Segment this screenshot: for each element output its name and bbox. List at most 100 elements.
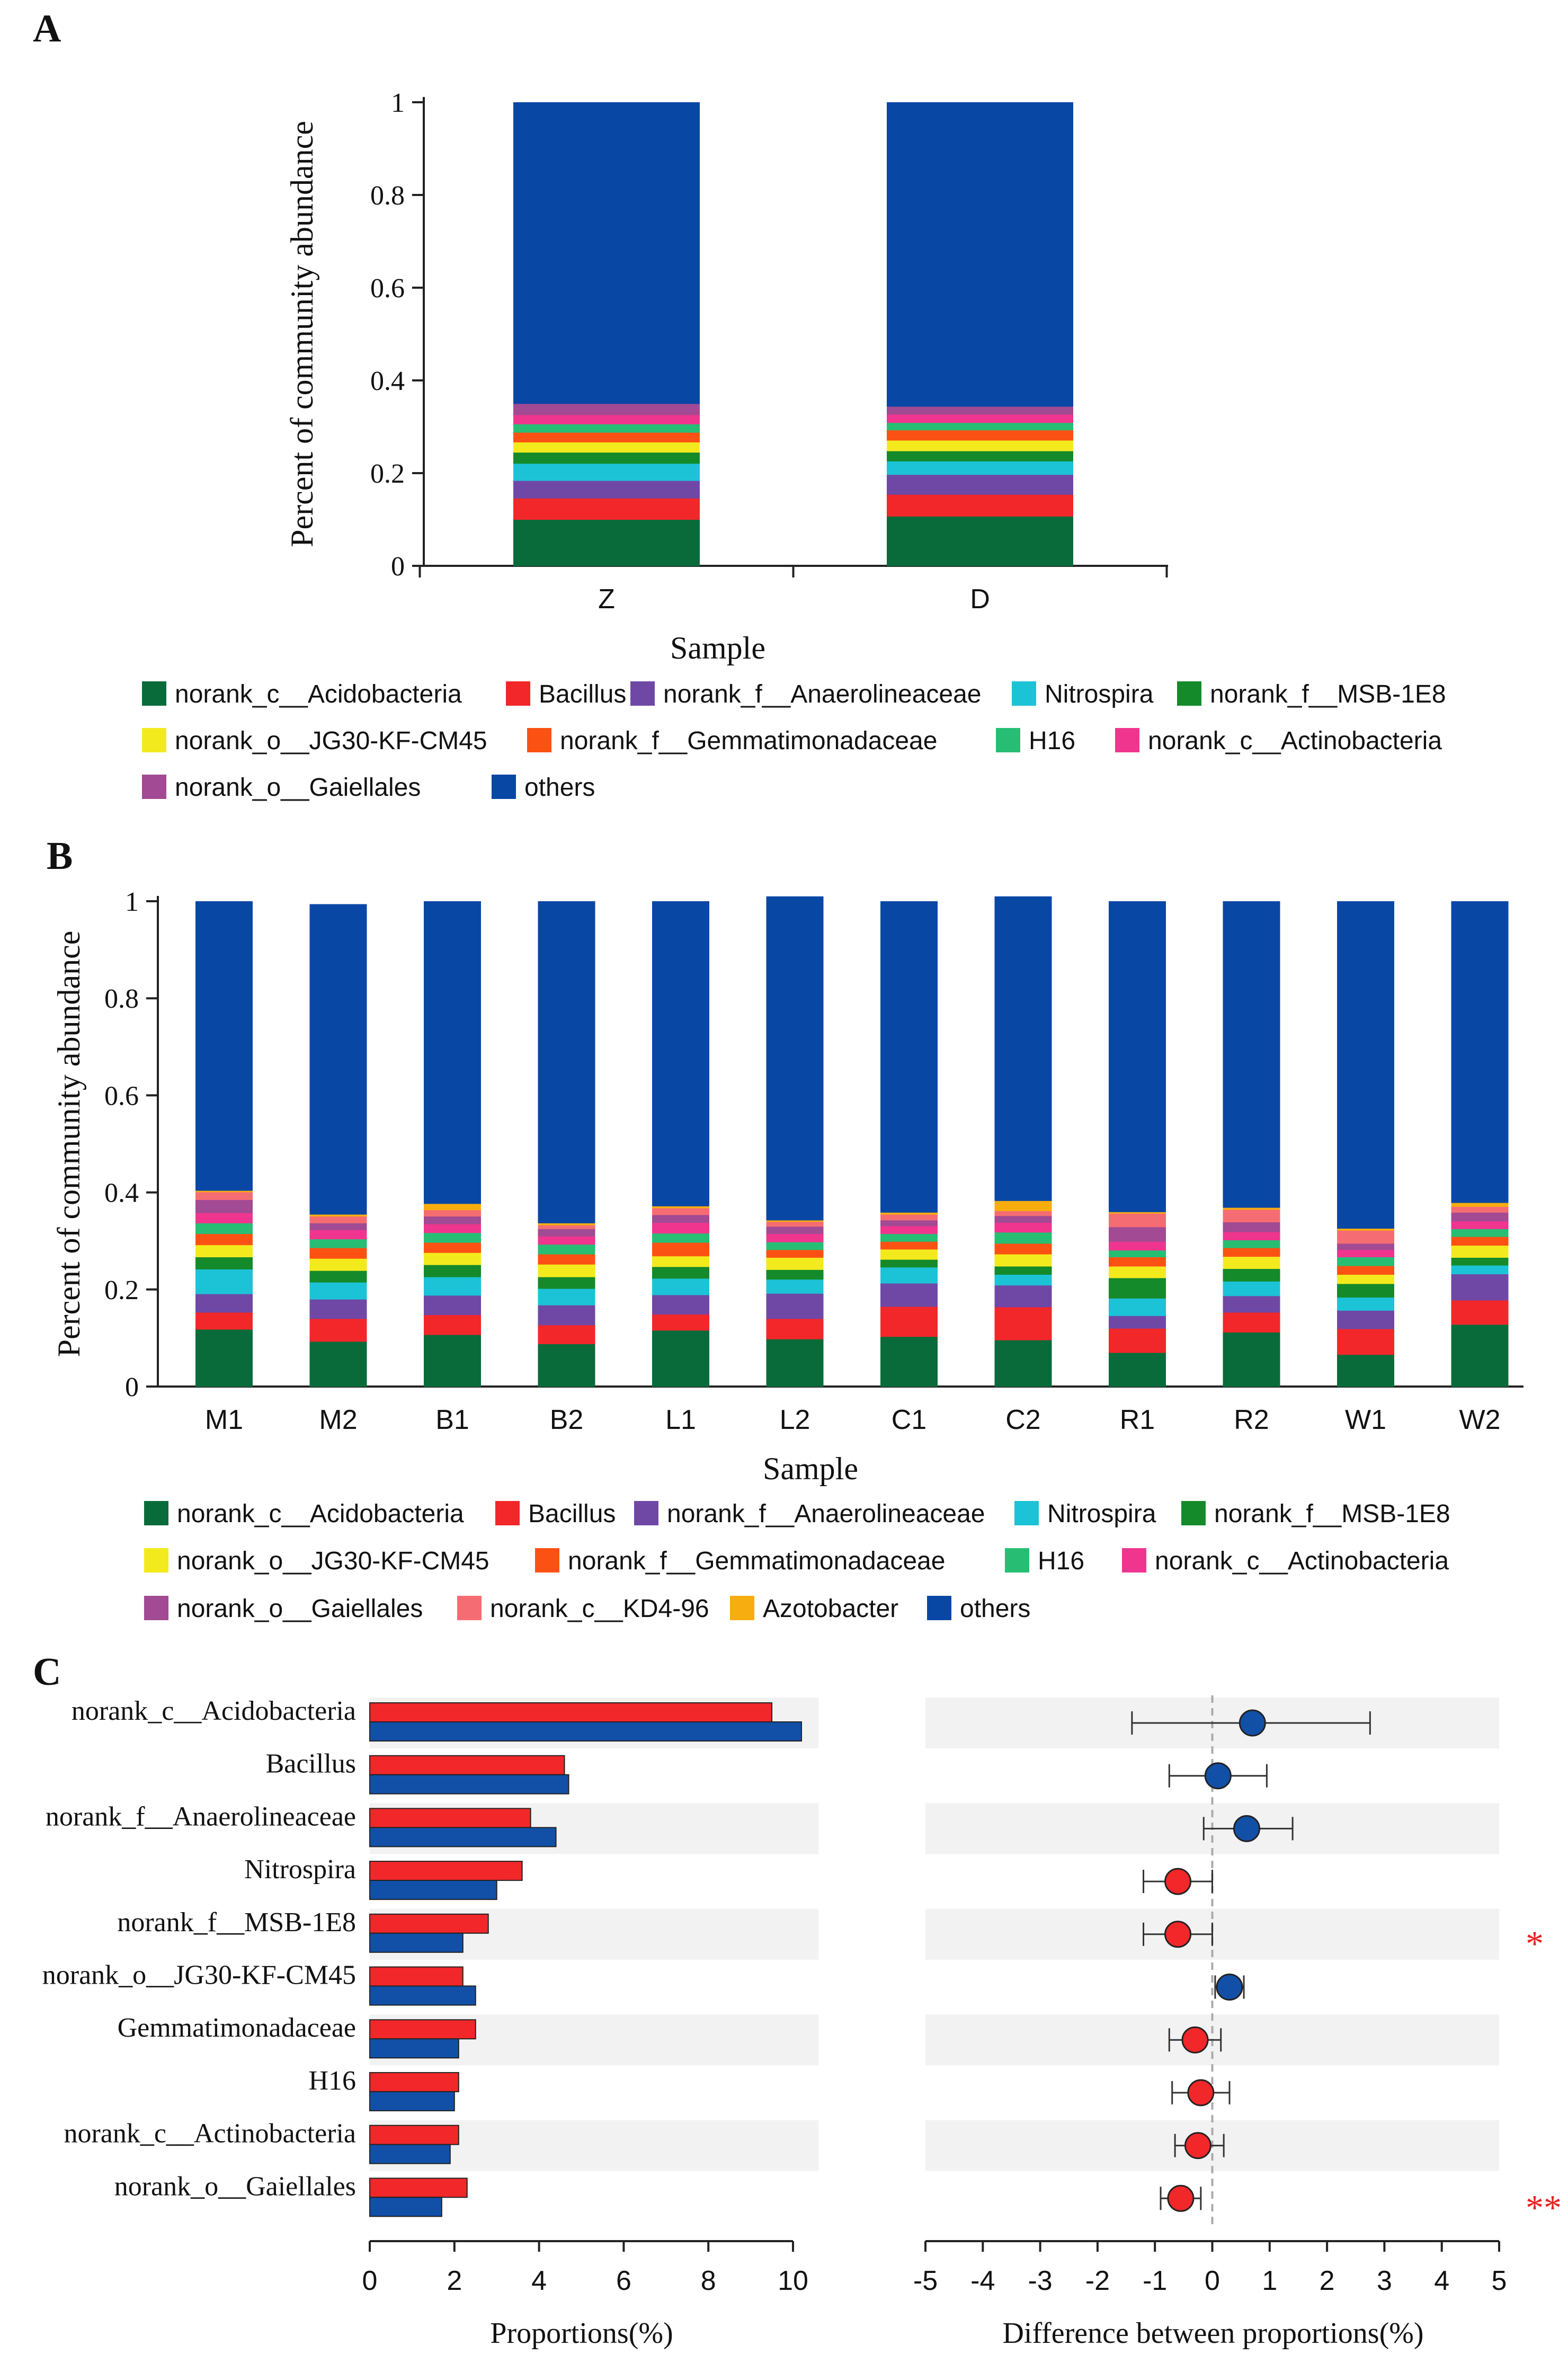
panel-c-point-norank-f-anaerolineaceae <box>1233 1815 1260 1842</box>
panel-b-bar-b1-norank-o-gaiellales <box>424 1216 481 1224</box>
panel-b-bar-w2-nitrospira <box>1451 1265 1509 1275</box>
panel-b-legend-label-norank-f-msb-1e8: norank_f__MSB-1E8 <box>1214 1500 1450 1528</box>
panel-c-significance-marker: ** <box>1526 2187 1562 2227</box>
panel-b-y-tick-label: 0 <box>125 1372 139 1402</box>
panel-b-bar-m1-bacillus <box>195 1312 253 1330</box>
panel-b-bar-r1-h16 <box>1109 1250 1166 1258</box>
panel-b-bar-l2-nitrospira <box>766 1279 824 1294</box>
panel-b-y-tick-label: 0.2 <box>104 1275 139 1305</box>
panel-b-x-tick-label: L1 <box>665 1405 696 1435</box>
panel-c-bar-blue-bacillus <box>369 1774 569 1794</box>
panel-a-x-tick-label: D <box>970 584 990 615</box>
panel-c-right-x-tick-label: 3 <box>1377 2266 1392 2296</box>
panel-b-bar-r2-norank-f-anaerolineaceae <box>1223 1295 1280 1313</box>
panel-b-bar-l2-h16 <box>766 1242 824 1250</box>
panel-a-legend-swatch-h16 <box>996 728 1020 752</box>
panel-b-bar-b1-nitrospira <box>424 1276 481 1296</box>
panel-c-point-nitrospira <box>1164 1868 1192 1895</box>
panel-b-bar-r2-nitrospira <box>1223 1281 1280 1296</box>
panel-label-a: A <box>33 7 61 50</box>
panel-b-legend-swatch-norank-c-acidobacteria <box>144 1501 168 1525</box>
panel-c-right-x-tick-label: -2 <box>1085 2266 1110 2296</box>
panel-a-bar-d-norank-f-gemmatimonadaceae <box>887 430 1073 441</box>
panel-b-bar-w1-norank-f-msb-1e8 <box>1337 1283 1394 1298</box>
panel-b-bar-r1-norank-f-msb-1e8 <box>1109 1277 1166 1299</box>
panel-c-bar-red-norank-f-msb-1e8 <box>369 1913 489 1934</box>
panel-b-bar-c1-norank-o-jg30-kf-cm45 <box>880 1249 938 1260</box>
panel-c-bar-red-norank-o-gaiellales <box>369 2178 468 2198</box>
panel-c-right-x-tick-label: 0 <box>1205 2266 1220 2296</box>
panel-b-bar-m2-norank-c-acidobacteria <box>309 1341 367 1387</box>
panel-b-bar-w1-azotobacter <box>1337 1228 1394 1231</box>
panel-b-bar-b1-norank-f-gemmatimonadaceae <box>424 1242 481 1253</box>
panel-a-bar-z-norank-o-jg30-kf-cm45 <box>513 442 700 453</box>
panel-a-legend-label-norank-f-gemmatimonadaceae: norank_f__Gemmatimonadaceae <box>560 727 937 755</box>
panel-c-right-x-tick-label: 2 <box>1320 2266 1335 2296</box>
panel-b-y-tick-label: 0.4 <box>104 1178 139 1209</box>
panel-b-bar-b1-norank-f-anaerolineaceae <box>424 1295 481 1316</box>
panel-c-category-label: Bacillus <box>266 1749 356 1779</box>
panel-a-legend-swatch-bacillus <box>506 681 530 706</box>
panel-b-bar-m1-others <box>195 901 253 1191</box>
panel-b-bar-c2-norank-o-jg30-kf-cm45 <box>994 1254 1052 1267</box>
panel-b-y-tick-label: 1 <box>125 887 139 917</box>
panel-c-point-norank-o-gaiellales <box>1167 2184 1195 2212</box>
panel-c-left-x-tick-label: 2 <box>447 2266 462 2296</box>
panel-b-bar-m1-norank-f-msb-1e8 <box>195 1257 253 1269</box>
panel-c-right-x-tick-label: -1 <box>1143 2266 1167 2296</box>
panel-b-bar-r1-norank-f-gemmatimonadaceae <box>1109 1257 1166 1267</box>
panel-b-x-tick-label: R1 <box>1120 1405 1155 1435</box>
panel-b-bar-b2-norank-c-actinobacteria <box>538 1236 595 1245</box>
panel-b-legend-label-norank-o-gaiellales: norank_o__Gaiellales <box>177 1595 423 1623</box>
panel-a-bar-z-h16 <box>513 424 700 433</box>
panel-b-bar-b1-norank-c-actinobacteria <box>424 1224 481 1233</box>
panel-c-bar-blue-h16 <box>369 2091 455 2111</box>
panel-b-bar-r1-nitrospira <box>1109 1298 1166 1316</box>
panel-b-bar-r1-norank-c-actinobacteria <box>1109 1241 1166 1251</box>
panel-b-legend-swatch-nitrospira <box>1014 1501 1039 1525</box>
panel-b-x-tick-label: W2 <box>1459 1405 1501 1435</box>
panel-b-bar-l1-norank-o-gaiellales <box>652 1214 709 1223</box>
panel-b-x-tick-label: B1 <box>435 1405 469 1435</box>
panel-b-bar-w1-norank-c-actinobacteria <box>1337 1249 1394 1258</box>
panel-b-bar-c1-nitrospira <box>880 1267 938 1284</box>
panel-a-bar-z-norank-c-acidobacteria <box>513 519 700 566</box>
panel-b-bar-c2-h16 <box>994 1232 1052 1244</box>
panel-b-bar-m1-norank-c-kd4-96 <box>195 1192 253 1200</box>
panel-a-bar-z-others <box>513 102 700 404</box>
panel-b-bar-l1-nitrospira <box>652 1278 709 1295</box>
panel-b-bar-w2-norank-f-gemmatimonadaceae <box>1451 1236 1509 1246</box>
panel-b-bar-r2-norank-f-msb-1e8 <box>1223 1268 1280 1282</box>
panel-b-bar-m1-azotobacter <box>195 1190 253 1193</box>
panel-a-legend-swatch-norank-o-gaiellales <box>142 775 166 799</box>
panel-b-bar-r2-azotobacter <box>1223 1207 1280 1210</box>
panel-b-y-tick-label: 0.6 <box>104 1081 139 1111</box>
panel-b-bar-r2-norank-o-gaiellales <box>1223 1222 1280 1232</box>
panel-a-legend-swatch-norank-c-actinobacteria <box>1115 728 1139 752</box>
panel-b-bar-m2-norank-o-jg30-kf-cm45 <box>309 1258 367 1271</box>
panel-b-bar-m1-norank-c-acidobacteria <box>195 1329 253 1387</box>
panel-c-right-x-tick-label: -4 <box>970 2266 995 2296</box>
panel-a-y-tick-label: 0.2 <box>370 459 405 489</box>
panel-a-bar-z-nitrospira <box>513 463 700 481</box>
panel-b-bar-r1-bacillus <box>1109 1328 1166 1353</box>
panel-c-bar-red-h16 <box>369 2072 459 2092</box>
panel-b-bar-r1-norank-o-gaiellales <box>1109 1227 1166 1242</box>
panel-b-bar-m1-norank-f-gemmatimonadaceae <box>195 1233 253 1246</box>
panel-b-legend-label-norank-o-jg30-kf-cm45: norank_o__JG30-KF-CM45 <box>177 1547 489 1575</box>
panel-c-bar-blue-norank-o-gaiellales <box>369 2197 442 2217</box>
panel-b-bar-w1-norank-c-kd4-96 <box>1337 1230 1394 1244</box>
panel-b-bar-b1-norank-c-kd4-96 <box>424 1210 481 1217</box>
panel-b-bar-b2-norank-c-acidobacteria <box>538 1344 595 1387</box>
panel-b-bar-r2-norank-c-kd4-96 <box>1223 1209 1280 1223</box>
panel-b-x-axis-title: Sample <box>763 1451 858 1486</box>
panel-a-legend-label-norank-c-acidobacteria: norank_c__Acidobacteria <box>175 680 462 708</box>
panel-c-point-norank-o-jg30-kf-cm45 <box>1216 1974 1243 2001</box>
panel-c-bar-red-norank-c-acidobacteria <box>369 1702 773 1722</box>
panel-b-legend-swatch-norank-f-msb-1e8 <box>1181 1501 1206 1525</box>
panel-c-right-x-tick-label: -3 <box>1028 2266 1052 2296</box>
panel-b-bar-c2-norank-f-gemmatimonadaceae <box>994 1243 1052 1255</box>
panel-b-bar-b1-others <box>424 901 481 1204</box>
panel-a-legend-label-h16: H16 <box>1029 727 1075 755</box>
